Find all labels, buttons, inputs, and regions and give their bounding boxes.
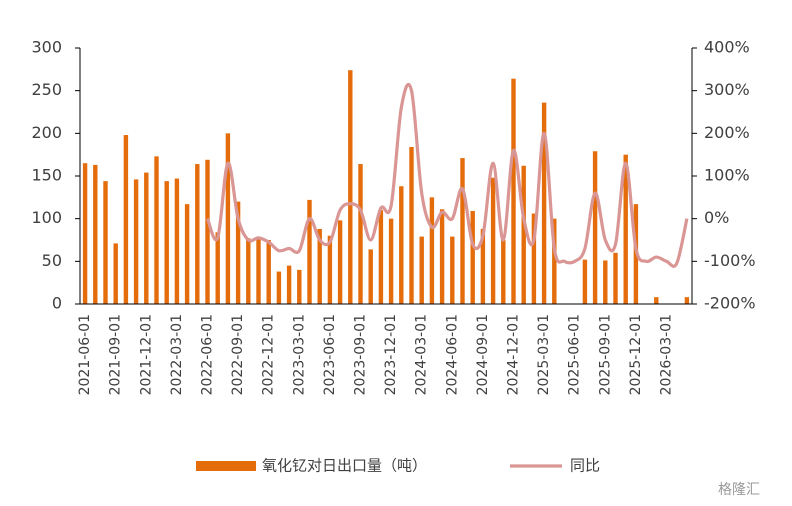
y2-tick-label: 100% (704, 166, 750, 185)
x-tick-label: 2021-12-01 (138, 314, 154, 395)
x-tick-label: 2025-09-01 (597, 314, 613, 395)
y-tick-label: 300 (31, 38, 62, 57)
x-tick-label: 2021-09-01 (108, 314, 124, 395)
y-tick-label: 50 (42, 251, 62, 270)
bar (82, 163, 88, 304)
bar (327, 235, 333, 304)
bar (501, 240, 506, 304)
bar (490, 177, 496, 304)
y-tick-label: 0 (52, 294, 62, 313)
bar (184, 204, 190, 304)
watermark: 格隆汇 (718, 482, 760, 498)
y2-tick-label: 300% (704, 80, 750, 99)
x-tick-label: 2022-09-01 (230, 314, 246, 395)
bar (286, 265, 292, 304)
legend-swatch (196, 461, 256, 471)
y-tick-label: 100 (31, 208, 62, 227)
bar (439, 209, 445, 304)
bar (368, 249, 373, 304)
bar (521, 165, 526, 304)
bar (623, 154, 628, 304)
y2-tick-label: 200% (704, 123, 750, 142)
bar (654, 297, 659, 304)
bar (552, 218, 557, 304)
bar (460, 158, 465, 304)
bar (429, 197, 435, 304)
x-tick-label: 2024-12-01 (506, 314, 522, 395)
bar (93, 164, 98, 304)
bar (399, 186, 404, 304)
bar (358, 164, 363, 304)
y2-tick-label: 0% (704, 208, 729, 227)
line (206, 83, 689, 268)
bar (297, 269, 302, 304)
x-tick-label: 2021-06-01 (77, 314, 93, 395)
bar (480, 228, 486, 304)
legend-label: 同比 (570, 457, 600, 475)
bar (144, 172, 149, 304)
x-tick-label: 2026-03-01 (659, 314, 675, 395)
bar (378, 210, 384, 304)
bar (164, 181, 169, 304)
x-tick-label: 2023-06-01 (322, 314, 338, 395)
bar (388, 218, 394, 304)
bar (348, 70, 353, 304)
bar (409, 146, 414, 304)
bar (225, 133, 231, 304)
bar (246, 238, 251, 304)
x-tick-label: 2023-03-01 (291, 314, 307, 395)
x-tick-label: 2024-06-01 (444, 314, 460, 395)
x-tick-label: 2022-12-01 (261, 314, 277, 395)
bar (337, 220, 343, 304)
x-tick-label: 2022-06-01 (200, 314, 216, 395)
bar (419, 236, 424, 304)
x-tick-label: 2024-03-01 (414, 314, 430, 395)
bar (450, 236, 455, 304)
x-tick-label: 2023-12-01 (383, 314, 399, 395)
bar (195, 164, 200, 304)
y-tick-label: 200 (31, 123, 62, 142)
bar (266, 240, 271, 304)
bar (592, 151, 598, 304)
bar (256, 237, 261, 304)
bar (603, 260, 608, 304)
bar (307, 199, 312, 304)
bar (684, 297, 690, 304)
legend-label: 氧化钇对日出口量（吨） (262, 457, 427, 475)
bar (470, 210, 475, 304)
bar (215, 232, 220, 304)
y2-tick-label: -200% (704, 294, 756, 313)
bar (154, 156, 159, 304)
x-tick-label: 2023-09-01 (353, 314, 369, 395)
y2-tick-label: -100% (704, 251, 756, 270)
x-tick-label: 2022-03-01 (169, 314, 185, 395)
y-tick-label: 150 (31, 166, 62, 185)
x-tick-label: 2025-03-01 (536, 314, 552, 395)
bar (317, 228, 322, 304)
bar (113, 243, 118, 304)
x-tick-label: 2024-09-01 (475, 314, 491, 395)
bar (123, 135, 129, 304)
bar (103, 181, 108, 304)
bar (174, 178, 180, 304)
bar (276, 271, 282, 304)
bar (133, 179, 139, 304)
bar (582, 259, 588, 304)
bar (235, 201, 241, 304)
bar (613, 252, 618, 304)
x-tick-label: 2025-12-01 (628, 314, 644, 395)
y2-tick-label: 400% (704, 38, 750, 57)
bar (531, 213, 537, 304)
x-tick-label: 2025-06-01 (567, 314, 583, 395)
bar (205, 159, 210, 304)
bar (511, 78, 516, 304)
bar (541, 102, 547, 304)
y-tick-label: 250 (31, 80, 62, 99)
